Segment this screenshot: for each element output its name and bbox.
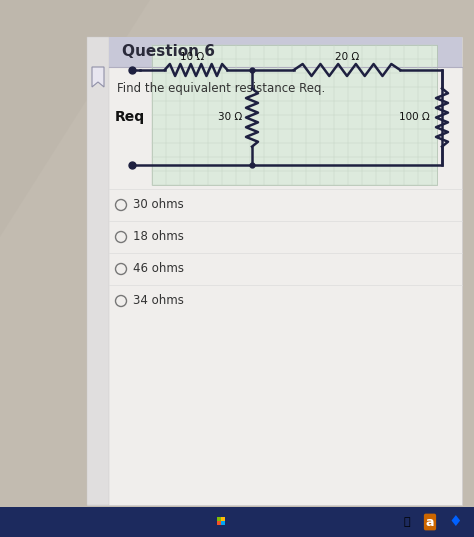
Bar xyxy=(152,45,437,185)
Polygon shape xyxy=(92,67,104,87)
Text: 18 ohms: 18 ohms xyxy=(133,230,184,243)
Bar xyxy=(109,37,462,67)
Text: Req: Req xyxy=(115,111,145,125)
Text: 46 ohms: 46 ohms xyxy=(133,263,184,275)
Text: 🔒: 🔒 xyxy=(404,517,410,527)
Bar xyxy=(221,517,225,521)
Bar xyxy=(221,521,225,525)
Text: 30 Ω: 30 Ω xyxy=(218,112,242,122)
Text: Question 6: Question 6 xyxy=(122,45,215,60)
Text: 20 Ω: 20 Ω xyxy=(335,52,359,62)
Bar xyxy=(87,37,109,505)
Bar xyxy=(87,37,462,505)
Text: 34 ohms: 34 ohms xyxy=(133,294,184,308)
Text: 30 ohms: 30 ohms xyxy=(133,199,184,212)
Text: a: a xyxy=(426,516,434,528)
Text: 10 Ω: 10 Ω xyxy=(180,52,204,62)
Text: ♦: ♦ xyxy=(448,514,462,529)
Text: 100 Ω: 100 Ω xyxy=(399,112,430,122)
Bar xyxy=(217,517,221,521)
Bar xyxy=(217,521,221,525)
Bar xyxy=(0,507,474,537)
Polygon shape xyxy=(0,0,150,237)
Text: Find the equivalent resistance Req.: Find the equivalent resistance Req. xyxy=(117,82,325,95)
